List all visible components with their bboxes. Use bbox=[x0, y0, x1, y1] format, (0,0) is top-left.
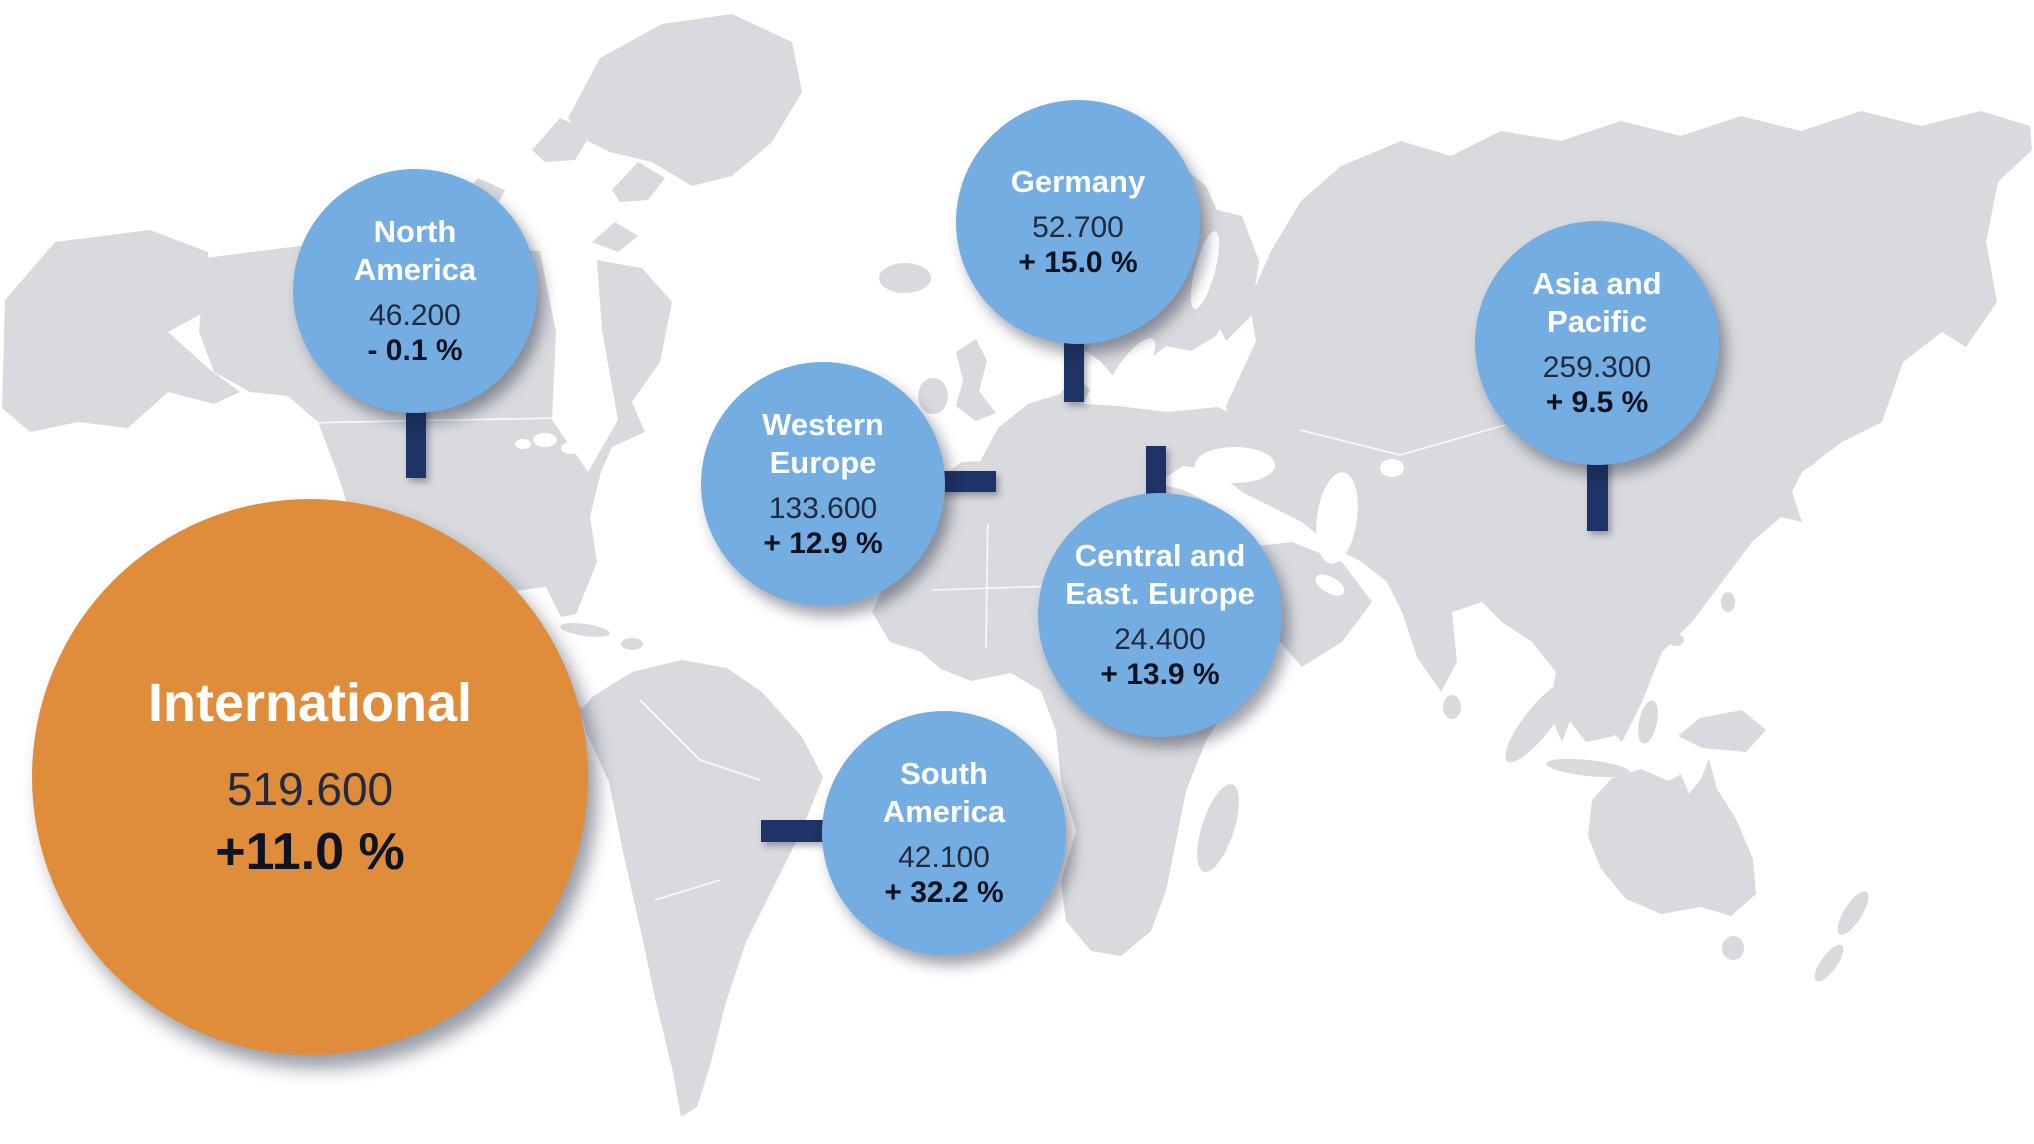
region-value: 259.300 bbox=[1542, 350, 1652, 384]
international-value: 519.600 bbox=[226, 763, 394, 815]
region-name: North America bbox=[353, 213, 477, 287]
connector-western-europe bbox=[938, 471, 996, 492]
region-value: 46.200 bbox=[369, 298, 461, 332]
region-change: + 9.5 % bbox=[1545, 386, 1649, 420]
connector-north-america bbox=[406, 398, 426, 478]
region-bubble-germany: Germany 52.700 + 15.0 % bbox=[956, 100, 1200, 344]
region-bubble-asia-pacific: Asia and Pacific 259.300 + 9.5 % bbox=[1475, 221, 1719, 465]
region-name: South America bbox=[882, 755, 1006, 829]
continent-australia bbox=[1588, 759, 1869, 982]
international-change: +11.0 % bbox=[215, 823, 405, 881]
region-change: + 12.9 % bbox=[763, 527, 883, 561]
region-bubble-western-europe: Western Europe 133.600 + 12.9 % bbox=[701, 362, 945, 606]
greenland-iceland bbox=[568, 14, 931, 293]
continent-south-america bbox=[581, 660, 823, 1117]
connector-asia-pacific bbox=[1587, 458, 1608, 531]
region-change: + 13.9 % bbox=[1100, 658, 1220, 692]
region-name: Asia and Pacific bbox=[1532, 265, 1662, 339]
region-change: + 32.2 % bbox=[884, 876, 1004, 910]
region-bubble-central-east-europe: Central and East. Europe 24.400 + 13.9 % bbox=[1038, 493, 1282, 737]
region-value: 24.400 bbox=[1114, 622, 1206, 656]
region-bubble-south-america: South America 42.100 + 32.2 % bbox=[822, 711, 1066, 955]
connector-south-america bbox=[761, 820, 823, 842]
international-total-circle: International 519.600 +11.0 % bbox=[32, 499, 588, 1055]
region-value: 52.700 bbox=[1032, 210, 1124, 244]
region-value: 42.100 bbox=[898, 840, 990, 874]
connector-germany bbox=[1064, 338, 1084, 402]
region-name: Western Europe bbox=[762, 406, 884, 480]
region-change: + 15.0 % bbox=[1018, 246, 1138, 280]
connector-central-east-europe bbox=[1146, 446, 1166, 498]
region-change: - 0.1 % bbox=[367, 334, 463, 368]
region-name: Germany bbox=[1010, 163, 1146, 199]
southeast-asia-islands bbox=[1505, 596, 1766, 778]
region-value: 133.600 bbox=[768, 491, 878, 525]
region-bubble-north-america: North America 46.200 - 0.1 % bbox=[293, 169, 537, 413]
international-name: International bbox=[147, 673, 473, 733]
region-name: Central and East. Europe bbox=[1065, 537, 1255, 611]
